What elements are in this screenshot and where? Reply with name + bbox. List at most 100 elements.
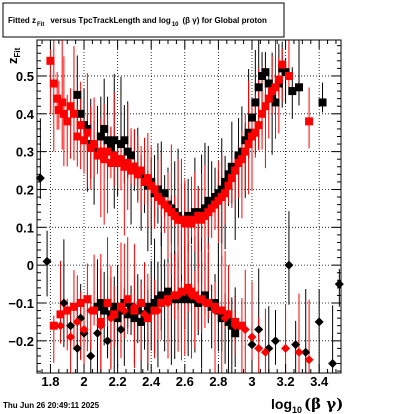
data-point-square bbox=[100, 306, 109, 315]
data-point-square bbox=[254, 121, 263, 130]
data-point-diamond bbox=[270, 336, 280, 346]
data-point-square bbox=[227, 174, 236, 183]
data-point-square bbox=[231, 166, 240, 175]
data-point-square bbox=[244, 140, 253, 149]
data-point-diamond bbox=[334, 279, 344, 289]
data-point-diamond bbox=[129, 302, 139, 312]
data-point-square bbox=[224, 181, 233, 190]
data-point-diamond bbox=[96, 321, 106, 331]
data-point-square bbox=[76, 121, 85, 130]
data-point-diamond bbox=[220, 313, 230, 323]
data-point-square bbox=[76, 298, 85, 307]
data-point-square bbox=[63, 117, 72, 126]
y-axis-title: zFit bbox=[5, 47, 22, 64]
y-tick-label: −0.1 bbox=[8, 296, 34, 311]
data-point-square bbox=[83, 295, 92, 304]
data-point-diamond bbox=[193, 294, 203, 304]
data-point-diamond bbox=[59, 298, 69, 308]
data-point-diamond bbox=[72, 343, 82, 353]
data-point-diamond bbox=[119, 306, 129, 316]
data-point-square bbox=[96, 132, 105, 141]
data-point-square bbox=[150, 185, 159, 194]
data-point-diamond bbox=[153, 306, 163, 316]
data-point-square bbox=[157, 298, 166, 307]
data-point-diamond bbox=[86, 306, 96, 316]
data-point-square bbox=[251, 98, 260, 107]
data-point-square bbox=[274, 75, 283, 84]
data-point-diamond bbox=[187, 290, 197, 300]
data-point-square bbox=[261, 102, 270, 111]
data-point-diamond bbox=[163, 298, 173, 308]
data-point-square bbox=[264, 94, 273, 103]
x-tick-label: 3.2 bbox=[277, 374, 295, 389]
data-point-diamond bbox=[103, 336, 113, 346]
x-tick-label: 1.8 bbox=[41, 374, 59, 389]
data-point-diamond bbox=[260, 347, 270, 357]
data-point-square bbox=[110, 310, 119, 319]
x-tick-label: 2.8 bbox=[209, 374, 227, 389]
data-point-square bbox=[264, 79, 273, 88]
timestamp: Thu Jun 26 20:49:11 2025 bbox=[3, 401, 100, 410]
data-point-square bbox=[143, 314, 152, 323]
x-tick-label: 2 bbox=[80, 374, 87, 389]
x-tick-label: 3 bbox=[248, 374, 255, 389]
data-point-diamond bbox=[240, 324, 250, 334]
data-point-diamond bbox=[116, 324, 126, 334]
data-point-square bbox=[237, 155, 246, 164]
x-tick-label: 2.6 bbox=[176, 374, 194, 389]
y-tick-label: 0.4 bbox=[16, 107, 35, 122]
data-markers bbox=[35, 56, 344, 369]
data-point-square bbox=[106, 158, 115, 167]
data-point-diamond bbox=[328, 359, 338, 369]
chart-title-sub1: Fit bbox=[37, 22, 44, 28]
data-point-diamond bbox=[284, 260, 294, 270]
data-point-square bbox=[110, 151, 119, 160]
data-point-square bbox=[295, 83, 304, 92]
data-point-square bbox=[96, 298, 105, 307]
data-point-square bbox=[73, 132, 82, 141]
data-point-diamond bbox=[304, 355, 314, 365]
data-point-square bbox=[58, 98, 67, 107]
data-point-diamond bbox=[314, 317, 324, 327]
data-point-square bbox=[143, 174, 152, 183]
chart-title-middle: versus TpcTrackLength and log bbox=[50, 16, 171, 25]
x-axis-title: log10 (β γ) bbox=[271, 395, 343, 414]
data-point-diamond bbox=[210, 306, 220, 316]
data-point-diamond bbox=[66, 321, 76, 331]
data-point-diamond bbox=[173, 290, 183, 300]
data-point-diamond bbox=[301, 347, 311, 357]
data-point-diamond bbox=[79, 324, 89, 334]
data-point-square bbox=[130, 314, 139, 323]
data-point-square bbox=[137, 166, 146, 175]
data-point-square bbox=[116, 302, 125, 311]
data-point-square bbox=[49, 321, 58, 330]
y-tick-label: 0.2 bbox=[16, 182, 34, 197]
data-point-square bbox=[76, 109, 85, 118]
data-point-square bbox=[96, 147, 105, 156]
data-point-square bbox=[103, 136, 112, 145]
data-point-square bbox=[288, 87, 297, 96]
data-point-square bbox=[137, 298, 146, 307]
data-point-square bbox=[49, 79, 58, 88]
data-point-square bbox=[123, 158, 132, 167]
data-point-diamond bbox=[230, 321, 240, 331]
data-point-square bbox=[261, 68, 270, 77]
data-point-square bbox=[258, 109, 267, 118]
y-axis-title-main: z bbox=[5, 57, 20, 64]
data-point-diamond bbox=[200, 298, 210, 308]
data-point-square bbox=[271, 98, 280, 107]
x-tick-label: 3.4 bbox=[310, 374, 329, 389]
data-point-diamond bbox=[86, 351, 96, 361]
data-point-diamond bbox=[281, 343, 291, 353]
data-point-square bbox=[254, 83, 263, 92]
y-tick-label: −0.2 bbox=[8, 334, 34, 349]
data-point-square bbox=[83, 128, 92, 137]
data-point-diamond bbox=[247, 332, 257, 342]
data-point-square bbox=[100, 124, 109, 133]
data-point-square bbox=[130, 162, 139, 171]
data-point-square bbox=[237, 321, 246, 330]
data-point-diamond bbox=[183, 283, 193, 293]
data-point-diamond bbox=[254, 324, 264, 334]
y-tick-label: 0 bbox=[27, 258, 34, 273]
